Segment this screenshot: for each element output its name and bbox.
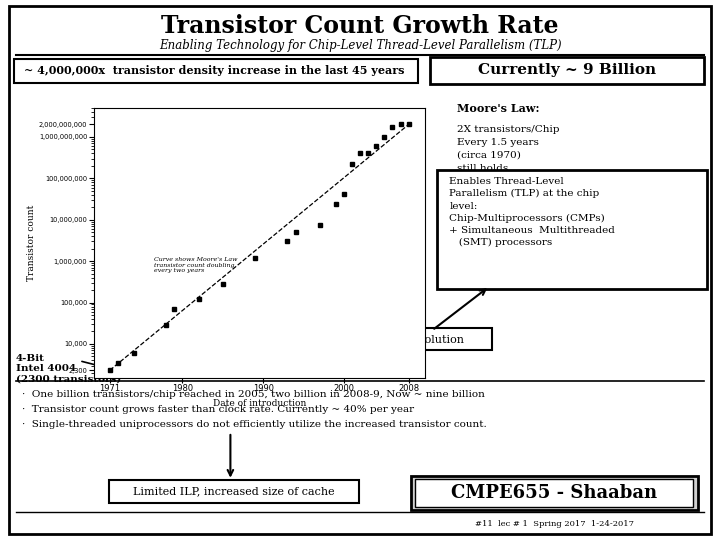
Text: Curve shows Moore's Law
transistor count doubling
every two years: Curve shows Moore's Law transistor count… <box>154 257 238 273</box>
FancyBboxPatch shape <box>437 170 707 289</box>
Text: Solution: Solution <box>417 335 464 345</box>
FancyBboxPatch shape <box>14 59 418 83</box>
Y-axis label: Transistor count: Transistor count <box>27 205 36 281</box>
Text: CMPE655 - Shaaban: CMPE655 - Shaaban <box>451 484 657 502</box>
FancyBboxPatch shape <box>109 480 359 503</box>
FancyBboxPatch shape <box>430 57 704 84</box>
Text: Transistor Count Growth Rate: Transistor Count Growth Rate <box>161 14 559 38</box>
Text: 2X transistors/Chip
Every 1.5 years
(circa 1970)
still holds: 2X transistors/Chip Every 1.5 years (cir… <box>457 125 559 173</box>
FancyBboxPatch shape <box>390 328 492 350</box>
Text: ·  One billion transistors/chip reached in 2005, two billion in 2008-9, Now ~ ni: · One billion transistors/chip reached i… <box>22 390 485 399</box>
Text: Currently ~ 9 Billion: Currently ~ 9 Billion <box>478 63 657 77</box>
Text: CPU Transistor Counts 1971-2008 & Moore's Law: CPU Transistor Counts 1971-2008 & Moore'… <box>84 59 348 68</box>
Text: ·  Transistor count grows faster than clock rate. Currently ~ 40% per year: · Transistor count grows faster than clo… <box>22 405 414 414</box>
Text: 4-Bit
Intel 4004
(2300 transistors): 4-Bit Intel 4004 (2300 transistors) <box>16 354 121 383</box>
FancyBboxPatch shape <box>411 476 698 510</box>
FancyBboxPatch shape <box>415 479 693 507</box>
Text: #11  lec # 1  Spring 2017  1-24-2017: #11 lec # 1 Spring 2017 1-24-2017 <box>475 520 634 528</box>
Text: Limited ILP, increased size of cache: Limited ILP, increased size of cache <box>133 487 335 496</box>
Text: ·  Single-threaded uniprocessors do not efficiently utilize the increased transi: · Single-threaded uniprocessors do not e… <box>22 420 486 429</box>
Text: ~ 4,000,000x  transistor density increase in the last 45 years: ~ 4,000,000x transistor density increase… <box>24 65 405 76</box>
Text: Moore's Law:: Moore's Law: <box>457 103 540 113</box>
X-axis label: Date of introduction: Date of introduction <box>212 399 306 408</box>
Text: Enables Thread-Level
Parallelism (TLP) at the chip
level:
Chip-Multiprocessors (: Enables Thread-Level Parallelism (TLP) a… <box>449 177 615 247</box>
Text: Enabling Technology for Chip-Level Thread-Level Parallelism (TLP): Enabling Technology for Chip-Level Threa… <box>158 39 562 52</box>
